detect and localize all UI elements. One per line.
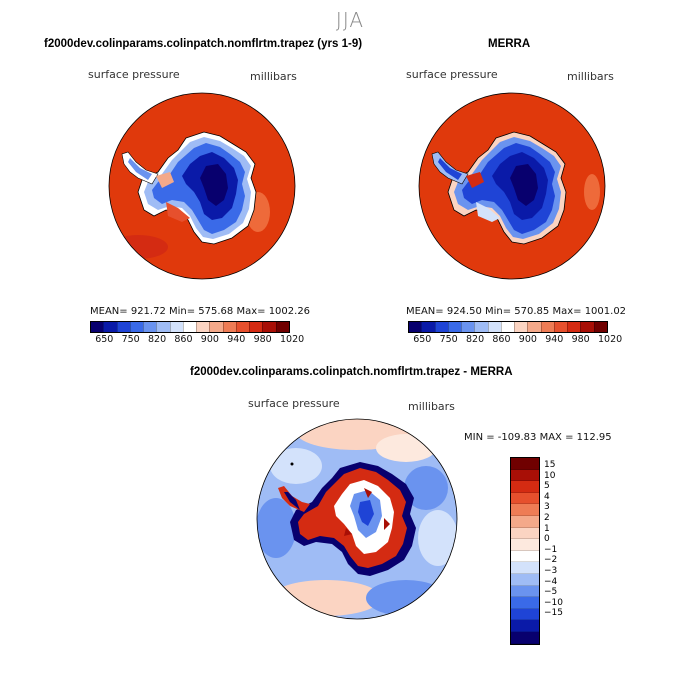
colorbar-swatch <box>143 322 157 332</box>
colorbar-tick-label: 4 <box>544 491 550 502</box>
colorbar-tick-label: 1020 <box>280 334 305 345</box>
colorbar-swatch <box>511 527 539 540</box>
colorbar-tick-label: 900 <box>518 334 537 345</box>
left-stats: MEAN= 921.72 Min= 575.68 Max= 1002.26 <box>90 306 311 317</box>
diff-colorbar-ticks: 15 10 5 4 3 2 1 0 −1 −2 −3 −4 −5 −10 −15 <box>544 460 563 619</box>
colorbar-swatch <box>514 322 528 332</box>
colorbar-swatch <box>222 322 236 332</box>
colorbar-swatch <box>249 322 263 332</box>
left-panel-title: f2000dev.colinparams.colinpatch.nomflrtm… <box>44 38 363 50</box>
colorbar-swatch <box>511 458 539 470</box>
colorbar-tick-label: 10 <box>544 470 556 481</box>
colorbar-swatch <box>553 322 568 332</box>
colorbar-swatch <box>511 562 539 574</box>
colorbar-swatch <box>275 322 289 332</box>
colorbar-swatch <box>169 322 183 332</box>
colorbar-swatch <box>262 322 276 332</box>
colorbar-swatch <box>129 322 144 332</box>
colorbar-tick-label: 860 <box>492 334 511 345</box>
colorbar-tick-label: 750 <box>121 334 140 345</box>
colorbar-tick-label: −3 <box>544 565 558 576</box>
colorbar-swatch <box>511 504 539 516</box>
colorbar-tick-label: −1 <box>544 544 558 555</box>
colorbar-swatch <box>511 492 539 505</box>
colorbar-swatch <box>487 322 501 332</box>
colorbar-swatch <box>474 322 488 332</box>
right-panel-title: MERRA <box>488 38 531 50</box>
colorbar-tick-label: 650 <box>413 334 432 345</box>
colorbar-swatch <box>447 322 462 332</box>
colorbar-tick-label: 15 <box>544 460 556 470</box>
colorbar-tick-label: 940 <box>545 334 564 345</box>
left-variable-label: surface pressure <box>88 68 180 81</box>
left-units-label: millibars <box>250 70 297 83</box>
colorbar-swatch <box>540 322 554 332</box>
colorbar-tick-label: 0 <box>544 534 550 545</box>
colorbar-tick-label: −4 <box>544 576 558 587</box>
colorbar-swatch <box>511 597 539 609</box>
colorbar-swatch <box>434 322 448 332</box>
colorbar-tick-label: 980 <box>571 334 590 345</box>
right-colorbar <box>408 321 608 333</box>
colorbar-tick-label: −2 <box>544 555 558 566</box>
diff-polar-map <box>256 418 458 620</box>
colorbar-swatch <box>421 322 435 332</box>
diff-units-label: millibars <box>408 400 455 413</box>
colorbar-swatch <box>511 515 539 528</box>
colorbar-tick-label: 820 <box>466 334 485 345</box>
colorbar-swatch <box>511 481 539 493</box>
colorbar-swatch <box>511 620 539 632</box>
colorbar-swatch <box>511 550 539 563</box>
colorbar-swatch <box>196 322 210 332</box>
left-colorbar <box>90 321 290 333</box>
diff-colorbar <box>510 457 540 645</box>
colorbar-swatch <box>580 322 594 332</box>
right-stats: MEAN= 924.50 Min= 570.85 Max= 1001.02 <box>406 306 627 317</box>
colorbar-tick-label: 900 <box>200 334 219 345</box>
colorbar-tick-label: −5 <box>544 587 558 598</box>
colorbar-tick-label: 940 <box>227 334 246 345</box>
colorbar-swatch <box>511 539 539 551</box>
right-polar-map <box>418 92 606 280</box>
left-polar-map <box>108 92 296 280</box>
colorbar-swatch <box>511 585 539 598</box>
diff-stats: MIN = -109.83 MAX = 112.95 <box>464 432 612 443</box>
colorbar-tick-label: 1020 <box>598 334 623 345</box>
season-title: JJA <box>335 8 365 32</box>
colorbar-swatch <box>156 322 170 332</box>
colorbar-swatch <box>461 322 475 332</box>
colorbar-swatch <box>209 322 223 332</box>
right-units-label: millibars <box>567 70 614 83</box>
colorbar-swatch <box>91 322 104 332</box>
colorbar-tick-label: 3 <box>544 502 550 513</box>
colorbar-tick-label: −15 <box>544 608 563 619</box>
colorbar-tick-label: −10 <box>544 597 563 608</box>
colorbar-swatch <box>511 608 539 621</box>
colorbar-tick-label: 750 <box>439 334 458 345</box>
colorbar-tick-label: 650 <box>95 334 114 345</box>
colorbar-swatch <box>593 322 607 332</box>
colorbar-swatch <box>182 322 197 332</box>
colorbar-tick-label: 980 <box>253 334 272 345</box>
colorbar-tick-label: 1 <box>544 523 550 534</box>
colorbar-swatch <box>511 573 539 586</box>
colorbar-swatch <box>511 469 539 482</box>
colorbar-swatch <box>116 322 130 332</box>
colorbar-swatch <box>103 322 117 332</box>
colorbar-swatch <box>500 322 515 332</box>
colorbar-tick-label: 820 <box>148 334 167 345</box>
colorbar-swatch <box>409 322 422 332</box>
colorbar-swatch <box>567 322 581 332</box>
colorbar-swatch <box>527 322 541 332</box>
colorbar-tick-label: 2 <box>544 512 550 523</box>
right-variable-label: surface pressure <box>406 68 498 81</box>
diff-variable-label: surface pressure <box>248 397 340 410</box>
colorbar-swatch <box>235 322 250 332</box>
colorbar-tick-label: 860 <box>174 334 193 345</box>
colorbar-tick-label: 5 <box>544 481 550 492</box>
colorbar-swatch <box>511 631 539 644</box>
diff-panel-title: f2000dev.colinparams.colinpatch.nomflrtm… <box>190 366 513 378</box>
